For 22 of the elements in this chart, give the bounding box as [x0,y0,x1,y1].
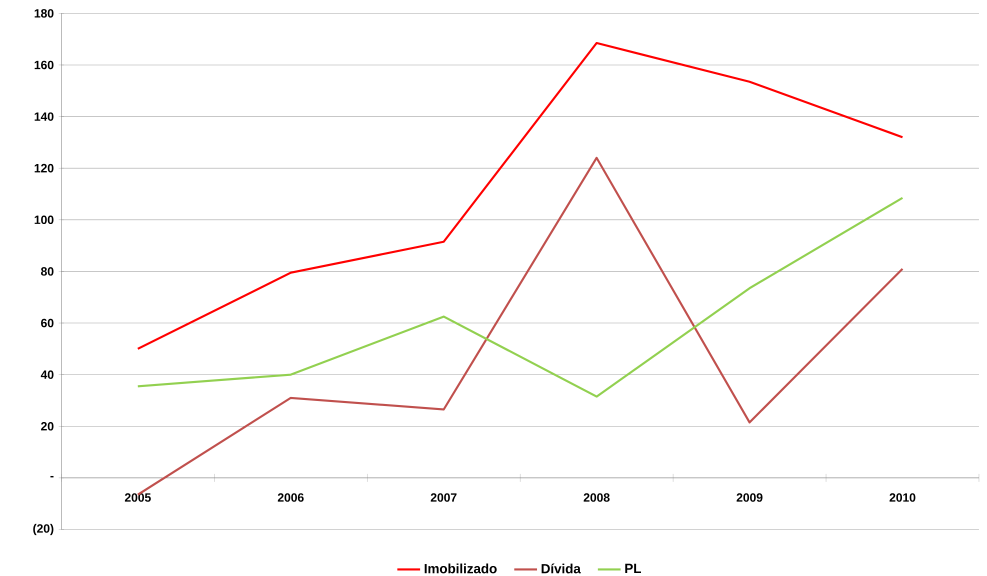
y-tick-label: 80 [41,267,54,276]
legend-label: PL [625,564,642,573]
y-tick-label: 100 [34,215,54,224]
y-tick-label: 180 [34,8,54,18]
y-tick-label: (20) [33,524,54,536]
legend-label: Imobilizado [424,563,497,574]
y-tick-label: 60 [41,318,54,328]
line-series [136,196,904,398]
line-series [136,42,904,350]
x-tick-label: 2008 [584,493,610,502]
y-tick-label: - [50,476,54,478]
x-tick-label: 2010 [890,493,916,502]
y-tick-label: 20 [41,422,54,430]
y-tick-label: 120 [34,164,54,172]
x-tick-label: 2009 [736,493,762,502]
y-tick-label: 140 [34,112,54,121]
legend-label: Dívida [542,563,581,574]
x-tick-label: 2005 [124,493,151,502]
y-tick-label: 160 [34,60,54,70]
x-tick-label: 2007 [430,493,457,502]
x-tick-label: 2006 [278,493,304,502]
y-tick-label: 40 [40,370,54,379]
